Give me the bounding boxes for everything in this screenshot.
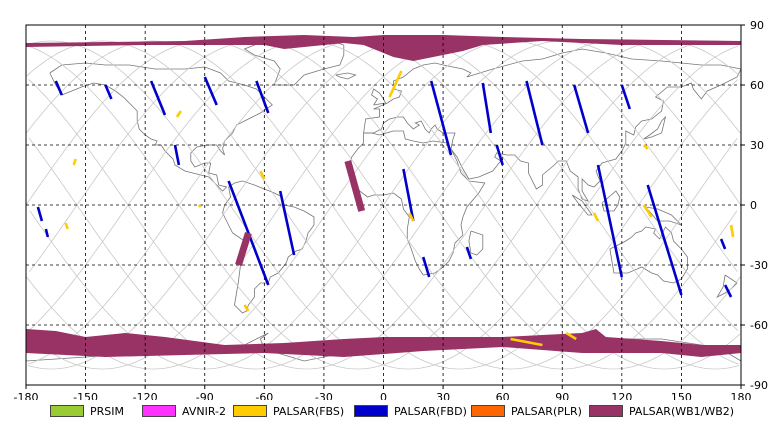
coverage-map-chart: -180 -150 -120 -90 -60 -30 0 30 60 90 120 150 180 90 6… <box>14 19 768 404</box>
x-tick-label: 120 <box>611 391 632 400</box>
y-tick-label: 30 <box>750 139 764 152</box>
legend-label: AVNIR-2 <box>182 404 226 418</box>
swath-mark <box>510 337 543 347</box>
legend-swatch <box>354 405 388 417</box>
legend-swatch <box>471 405 505 417</box>
swath-mark <box>402 168 415 222</box>
swath-mark <box>646 184 683 296</box>
swath-mark <box>36 206 44 222</box>
legend-label: PRSIM <box>90 404 124 418</box>
swath-mark <box>64 222 69 230</box>
swath-mark <box>620 84 632 110</box>
y-tick-label: 60 <box>750 79 764 92</box>
legend: PRSIM AVNIR-2 PALSAR(FBS) PALSAR(FBD) PALSAR… <box>0 400 770 422</box>
x-tick-label: -150 <box>73 391 98 400</box>
orbit-track <box>28 40 740 370</box>
land-outline <box>571 194 593 216</box>
x-tick-label: -120 <box>133 391 158 400</box>
land-outline <box>601 190 621 212</box>
x-tick-label: 60 <box>496 391 510 400</box>
y-tick-label: 0 <box>750 199 757 212</box>
swath-mark <box>227 180 270 286</box>
swath-mark <box>723 284 733 298</box>
x-tick-label: 90 <box>555 391 569 400</box>
y-tick-label: 90 <box>750 19 764 32</box>
swath-mark <box>197 204 202 208</box>
legend-item: AVNIR-2 <box>142 403 226 419</box>
x-tick-label: -60 <box>255 391 273 400</box>
x-tick-label: 0 <box>380 391 387 400</box>
swath-mark <box>44 228 50 238</box>
legend-label: PALSAR(FBD) <box>394 404 467 418</box>
legend-label: PALSAR(WB1/WB2) <box>629 404 735 418</box>
legend-item: PALSAR(FBD) <box>354 403 467 419</box>
legend-item: PALSAR(WB1/WB2) <box>589 403 734 419</box>
legend-item: PRSIM <box>50 403 124 419</box>
land-outline <box>609 226 688 284</box>
swath-mark <box>344 160 366 212</box>
land-outline <box>643 115 667 140</box>
x-tick-label: 180 <box>731 391 752 400</box>
orbit-track <box>27 40 739 370</box>
swath-mark <box>429 80 453 156</box>
swath-mark <box>421 256 431 278</box>
land-outline <box>49 62 273 192</box>
orbit-track <box>25 40 738 370</box>
swath-mark <box>149 80 167 116</box>
swath-mark <box>465 246 473 260</box>
legend-item: PALSAR(PLR) <box>471 403 582 419</box>
swath-mark <box>388 70 403 98</box>
legend-swatch <box>233 405 267 417</box>
land-outline <box>335 72 357 80</box>
swath-mark <box>572 84 590 134</box>
swath-mark <box>481 82 493 134</box>
orbit-track <box>28 40 740 370</box>
orbit-tracks <box>25 40 742 370</box>
legend-label: PALSAR(PLR) <box>511 404 582 418</box>
x-tick-label: 30 <box>436 391 450 400</box>
legend-item: PALSAR(FBS) <box>233 403 344 419</box>
swaths <box>36 70 735 347</box>
swath-mark <box>565 331 577 341</box>
swath-mark <box>259 170 266 180</box>
swath-mark <box>72 158 77 166</box>
swath-mark <box>642 204 653 218</box>
y-tick-label: -90 <box>750 379 768 392</box>
swath-mark <box>719 238 727 250</box>
land-outline <box>468 230 484 256</box>
orbit-track <box>26 40 738 370</box>
swath-mark <box>255 80 270 114</box>
legend-swatch <box>50 405 84 417</box>
swath-mark <box>278 190 296 256</box>
x-tick-label: -90 <box>196 391 214 400</box>
land-outline <box>371 88 387 106</box>
swath-mark <box>243 304 250 312</box>
x-tick-label: -180 <box>14 391 39 400</box>
swath-mark <box>235 231 252 267</box>
x-tick-label: 150 <box>671 391 692 400</box>
swath-mark <box>175 110 182 118</box>
swath-mark <box>203 76 218 106</box>
swath-mark <box>729 224 735 238</box>
swath-mark <box>596 164 624 278</box>
x-tick-label: -30 <box>315 391 333 400</box>
legend-label: PALSAR(FBS) <box>273 404 345 418</box>
swath-mark <box>592 212 600 222</box>
swath-mark <box>173 144 181 166</box>
swath-mark <box>54 80 63 96</box>
swath-mark <box>642 144 649 150</box>
swath-mark <box>495 144 504 166</box>
legend-swatch <box>589 405 623 417</box>
grid <box>26 25 741 385</box>
y-tick-label: -60 <box>750 319 768 332</box>
swath-mark <box>408 212 415 222</box>
swath-mark <box>104 84 113 100</box>
wb-north-band <box>26 35 741 61</box>
y-tick-label: -30 <box>750 259 768 272</box>
swath-mark <box>525 80 544 146</box>
legend-swatch <box>142 405 176 417</box>
